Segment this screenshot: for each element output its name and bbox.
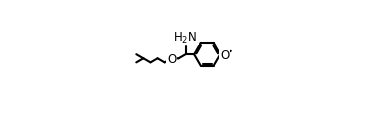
- Text: H$_2$N: H$_2$N: [173, 30, 198, 45]
- Text: O: O: [167, 52, 176, 65]
- Text: O: O: [220, 48, 229, 61]
